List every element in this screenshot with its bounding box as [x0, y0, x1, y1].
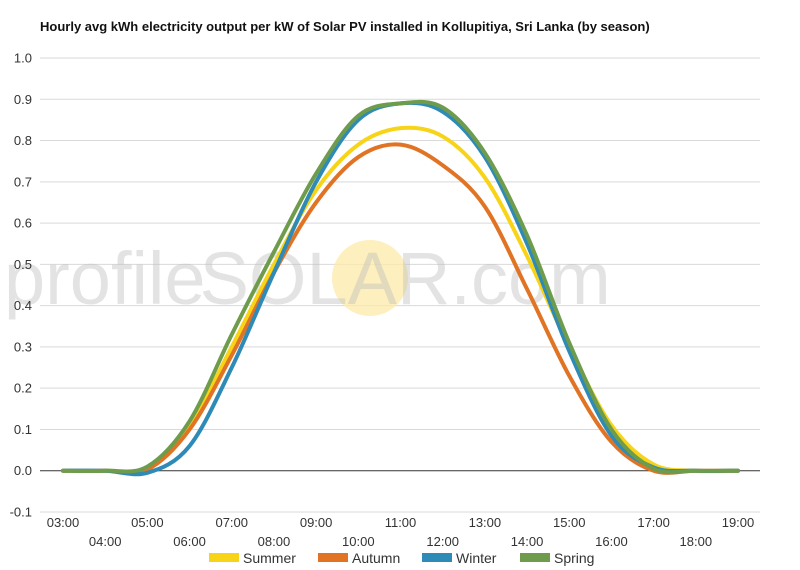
y-tick-label: 0.1	[14, 422, 32, 437]
legend-item-winter[interactable]: Winter	[422, 550, 497, 566]
x-tick-label: 17:00	[637, 515, 670, 530]
legend-swatch-winter	[422, 553, 452, 562]
x-tick-label: 18:00	[680, 534, 713, 549]
series-line-autumn	[61, 142, 740, 475]
watermark-sun	[332, 240, 408, 316]
x-tick-label: 05:00	[131, 515, 164, 530]
x-tick-label: 12:00	[426, 534, 459, 549]
y-tick-label: 0.2	[14, 381, 32, 396]
series-line-summer	[61, 125, 740, 475]
y-tick-label: 0.3	[14, 339, 32, 354]
x-tick-label: 07:00	[215, 515, 248, 530]
y-tick-label: 0.4	[14, 298, 32, 313]
legend-label-winter: Winter	[456, 550, 497, 566]
x-tick-label: 15:00	[553, 515, 586, 530]
legend: Summer Autumn Winter Spring	[209, 550, 594, 566]
watermark-text-left: profile	[4, 237, 206, 320]
x-tick-label: 19:00	[722, 515, 755, 530]
legend-label-summer: Summer	[243, 550, 296, 566]
legend-item-autumn[interactable]: Autumn	[318, 550, 400, 566]
y-tick-label: 0.0	[14, 463, 32, 478]
x-tick-label: 11:00	[385, 515, 417, 530]
x-tick-label: 16:00	[595, 534, 628, 549]
x-axis: 03:00 04:00 05:00 06:00 07:00 08:00 09:00 10:00…	[47, 515, 755, 549]
legend-swatch-summer	[209, 553, 239, 562]
x-tick-label: 06:00	[173, 534, 206, 549]
x-tick-label: 08:00	[258, 534, 291, 549]
y-tick-label: 0.9	[14, 92, 32, 107]
x-tick-label: 10:00	[342, 534, 375, 549]
gridlines	[40, 57, 760, 513]
y-tick-label: 1.0	[14, 51, 32, 66]
series-line-spring	[61, 99, 740, 475]
legend-label-spring: Spring	[554, 550, 594, 566]
x-tick-label: 04:00	[89, 534, 122, 549]
y-axis: -0.1 0.0 0.1 0.2 0.3 0.4 0.5 0.6 0.7 0.8 0.9 1.0	[10, 51, 32, 520]
y-tick-label: -0.1	[10, 505, 32, 520]
y-tick-label: 0.6	[14, 216, 32, 231]
y-tick-label: 0.5	[14, 257, 32, 272]
legend-label-autumn: Autumn	[352, 550, 400, 566]
series-lines	[61, 99, 740, 477]
y-tick-label: 0.8	[14, 133, 32, 148]
legend-item-spring[interactable]: Spring	[520, 550, 594, 566]
x-tick-label: 13:00	[469, 515, 502, 530]
x-tick-label: 09:00	[300, 515, 333, 530]
chart-title: Hourly avg kWh electricity output per kW…	[40, 19, 650, 34]
x-tick-label: 03:00	[47, 515, 80, 530]
x-tick-label: 14:00	[511, 534, 544, 549]
legend-item-summer[interactable]: Summer	[209, 550, 296, 566]
legend-swatch-spring	[520, 553, 550, 562]
legend-swatch-autumn	[318, 553, 348, 562]
y-tick-label: 0.7	[14, 174, 32, 189]
